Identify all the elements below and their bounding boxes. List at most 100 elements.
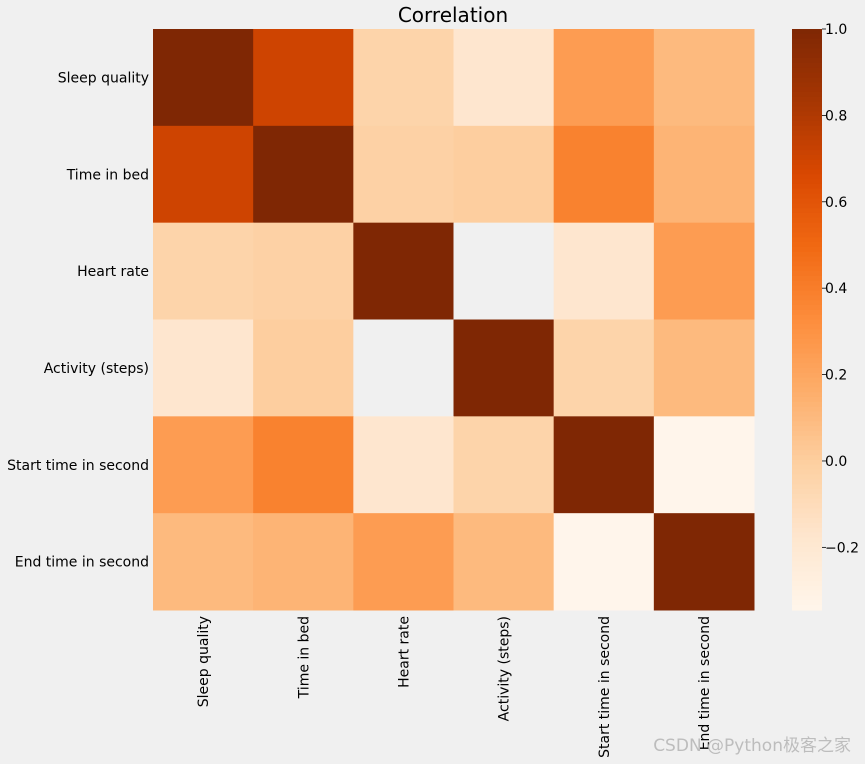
- colorbar-segment: [792, 377, 822, 384]
- colorbar-segment: [792, 33, 822, 40]
- x-tick-label: Time in bed: [296, 616, 312, 699]
- y-tick-label: Start time in second: [7, 458, 149, 474]
- colorbar-segment: [792, 198, 822, 204]
- colorbar-segment: [792, 62, 822, 69]
- heatmap-cell: [153, 513, 254, 611]
- colorbar-segment: [792, 464, 822, 471]
- heatmap-cell: [553, 222, 655, 320]
- colorbar-segment: [792, 77, 822, 83]
- heatmap-cell: [253, 29, 354, 127]
- colorbar-segment: [792, 280, 822, 287]
- colorbar-segment: [792, 275, 822, 282]
- colorbar-segment: [792, 314, 822, 321]
- colorbar-segment: [792, 401, 822, 408]
- colorbar-segment: [792, 571, 822, 577]
- colorbar-segment: [792, 576, 822, 582]
- colorbar-segment: [792, 174, 822, 180]
- colorbar-segment: [792, 38, 822, 45]
- colorbar-segment: [792, 295, 822, 301]
- y-tick-label: Time in bed: [66, 167, 149, 183]
- colorbar-segment: [792, 488, 822, 495]
- colorbar-segment: [792, 484, 822, 490]
- colorbar-segment: [792, 411, 822, 417]
- colorbar-segment: [792, 469, 822, 476]
- colorbar-segment: [792, 242, 822, 248]
- heatmap-cell: [453, 513, 555, 611]
- colorbar-segment: [792, 203, 822, 209]
- heatmap-cell: [453, 125, 555, 224]
- colorbar-segment: [792, 304, 822, 311]
- colorbar-segment: [792, 150, 822, 156]
- colorbar-segment: [792, 406, 822, 413]
- colorbar-segment: [792, 208, 822, 214]
- heatmap-cell: [353, 416, 454, 514]
- colorbar-segment: [792, 48, 822, 54]
- colorbar-segment: [792, 605, 822, 611]
- colorbar-segment: [792, 111, 822, 117]
- heatmap-cell: [653, 125, 755, 224]
- colorbar-segment: [792, 120, 822, 127]
- colorbar-segment: [792, 271, 822, 277]
- heatmap-cell: [353, 125, 454, 224]
- heatmap-cell: [253, 222, 354, 320]
- heatmap-cell: [253, 319, 354, 417]
- colorbar-tick-label: 1.0: [825, 22, 847, 38]
- y-tick-label: Sleep quality: [58, 70, 149, 86]
- colorbar-segment: [792, 67, 822, 74]
- colorbar-segment: [792, 430, 822, 437]
- colorbar-segment: [792, 580, 822, 587]
- colorbar-segment: [792, 53, 822, 59]
- colorbar-segment: [792, 353, 822, 359]
- colorbar-segment: [792, 135, 822, 141]
- x-tick-label: Start time in second: [597, 616, 613, 758]
- heatmap-cell: [153, 416, 254, 514]
- colorbar-segment: [792, 217, 822, 224]
- colorbar-segment: [792, 532, 822, 538]
- colorbar-segment: [792, 426, 822, 432]
- heatmap-cell: [453, 416, 555, 514]
- colorbar-segment: [792, 91, 822, 98]
- colorbar-segment: [792, 130, 822, 137]
- colorbar-segment: [792, 435, 822, 442]
- x-tick-label: Heart rate: [396, 616, 412, 688]
- colorbar-segment: [792, 154, 822, 161]
- colorbar-segment: [792, 232, 822, 238]
- y-tick-labels: Sleep quality Time in bed Heart rate Activi…: [7, 70, 149, 570]
- colorbar-segment: [792, 261, 822, 267]
- colorbar-segment: [792, 522, 822, 529]
- colorbar-segment: [792, 459, 822, 466]
- colorbar-segment: [792, 551, 822, 558]
- x-tick-labels: Sleep quality Time in bed Heart rate Activi…: [196, 616, 713, 758]
- colorbar-segment: [792, 251, 822, 258]
- colorbar-segment: [792, 493, 822, 500]
- colorbar-segment: [792, 329, 822, 335]
- colorbar-segment: [792, 542, 822, 548]
- colorbar-segment: [792, 116, 822, 122]
- colorbar-segment: [792, 421, 822, 427]
- y-tick-label: Heart rate: [77, 264, 149, 280]
- colorbar-segment: [792, 169, 822, 175]
- colorbar-tick-label: 0.8: [825, 108, 847, 124]
- colorbar-segment: [792, 498, 822, 505]
- colorbar-segment: [792, 363, 822, 369]
- colorbar-segment: [792, 392, 822, 398]
- colorbar-segment: [792, 101, 822, 108]
- colorbar-segment: [792, 96, 822, 103]
- colorbar-segment: [792, 518, 822, 524]
- colorbar-segment: [792, 367, 822, 374]
- heatmap-cell: [553, 319, 655, 417]
- heatmap-cell: [153, 319, 254, 417]
- y-tick-label: Activity (steps): [44, 361, 149, 377]
- colorbar-tick-label: 0.4: [825, 281, 847, 297]
- heatmap-cell: [453, 222, 555, 320]
- colorbar-segment: [792, 348, 822, 354]
- colorbar-segment: [792, 87, 822, 93]
- colorbar-segment: [792, 72, 822, 79]
- colorbar-segment: [792, 319, 822, 325]
- colorbar-segment: [792, 527, 822, 534]
- colorbar-segment: [792, 324, 822, 330]
- colorbar-segment: [792, 179, 822, 185]
- colorbar-segment: [792, 595, 822, 601]
- colorbar-segment: [792, 227, 822, 233]
